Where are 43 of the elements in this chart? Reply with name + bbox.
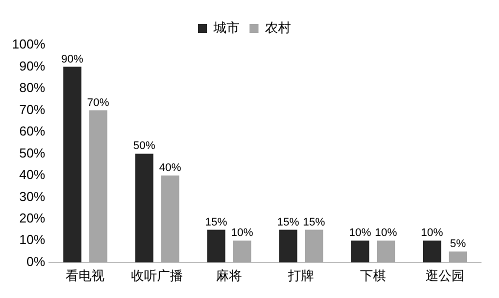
y-tick-label: 100% xyxy=(12,36,46,52)
data-label: 10% xyxy=(375,227,398,240)
y-tick-label: 40% xyxy=(19,167,46,182)
bar xyxy=(279,230,298,262)
data-label: 15% xyxy=(277,216,300,228)
data-label: 5% xyxy=(450,238,466,250)
bar xyxy=(233,240,252,262)
bar xyxy=(376,240,396,262)
y-tick-label: 60% xyxy=(19,124,46,139)
data-label: 70% xyxy=(87,96,110,109)
bar xyxy=(89,110,108,262)
bar xyxy=(304,230,324,262)
bar xyxy=(351,240,370,262)
data-label: 10% xyxy=(421,227,444,240)
y-tick-label: 30% xyxy=(19,188,46,204)
bar xyxy=(135,154,154,262)
bar xyxy=(448,252,468,262)
data-label: 10% xyxy=(349,227,372,240)
bar xyxy=(423,240,442,262)
data-label: 15% xyxy=(303,216,326,228)
data-label: 40% xyxy=(159,162,182,174)
data-label: 15% xyxy=(205,216,228,228)
y-tick-label: 80% xyxy=(19,80,46,96)
x-tick-label: 收听广播 xyxy=(131,268,184,283)
legend-label: 农村 xyxy=(265,20,291,36)
x-tick-label: 看电视 xyxy=(66,268,105,283)
y-tick-label: 70% xyxy=(19,102,46,117)
x-tick-label: 下棋 xyxy=(360,268,386,283)
y-tick-label: 50% xyxy=(19,145,46,160)
y-tick-label: 10% xyxy=(19,232,46,248)
bar xyxy=(161,175,180,262)
data-label: 50% xyxy=(133,140,156,152)
bar xyxy=(63,66,82,262)
x-tick-label: 逛公园 xyxy=(426,268,465,283)
bar xyxy=(207,230,226,262)
y-tick-label: 90% xyxy=(19,58,46,74)
legend-label: 城市 xyxy=(212,20,240,36)
data-label: 10% xyxy=(231,227,254,240)
x-tick-label: 麻将 xyxy=(216,268,242,283)
data-label: 90% xyxy=(61,53,84,66)
y-tick-label: 0% xyxy=(26,254,46,269)
x-tick-label: 打牌 xyxy=(287,268,314,283)
y-tick-label: 20% xyxy=(19,210,46,226)
